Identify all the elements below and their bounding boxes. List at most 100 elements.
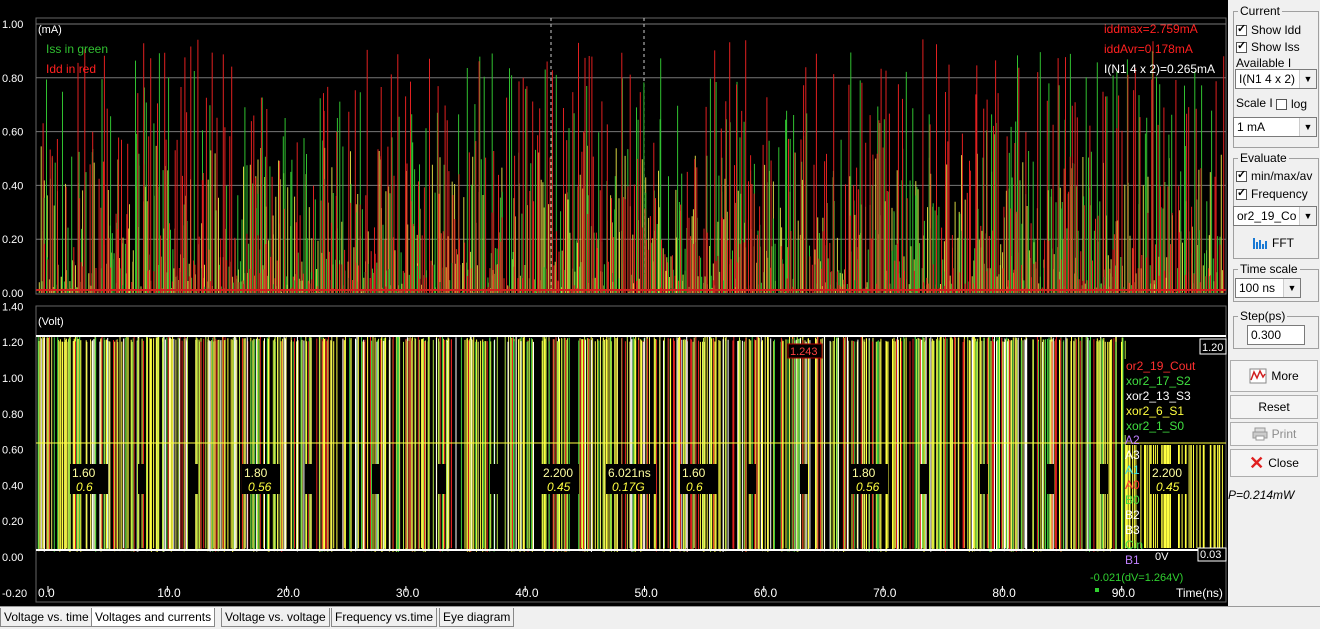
available-i-select[interactable]: I(N1 4 x 2) ▼: [1235, 69, 1317, 89]
current-y-tick: 0.80: [2, 73, 23, 85]
print-button[interactable]: Print: [1230, 422, 1318, 446]
checkbox-icon: [1236, 186, 1247, 200]
time-scale-select[interactable]: 100 ns ▼: [1235, 278, 1301, 298]
frequency-value: 0.56: [248, 480, 272, 494]
time-tick: 80.0: [992, 586, 1016, 600]
current-y-tick: 0.40: [2, 180, 23, 192]
scale-select[interactable]: 1 mA ▼: [1233, 117, 1317, 137]
minmax-label: min/max/av: [1251, 169, 1313, 183]
waveform-plot-area[interactable]: (mA) Iss in green Idd in red iddmax=2.75…: [0, 0, 1228, 606]
frequency-checkbox[interactable]: Frequency: [1236, 186, 1308, 201]
bar-chart-icon: [1253, 238, 1267, 249]
max-value-box: [1199, 338, 1227, 355]
frequency-period: 1.60: [682, 466, 706, 480]
time-tick: 40.0: [515, 586, 539, 600]
tab-voltages-and-currents[interactable]: Voltages and currents: [91, 608, 216, 627]
waveform-canvas[interactable]: (mA) Iss in green Idd in red iddmax=2.75…: [0, 0, 1228, 606]
current-y-tick: 0.60: [2, 127, 23, 139]
tab-voltage-vs-voltage[interactable]: Voltage vs. voltage: [221, 608, 330, 627]
frequency-labels: 1.600.61.800.562.2000.456.021ns0.17G1.60…: [70, 464, 1188, 494]
show-iss-label: Show Iss: [1251, 40, 1300, 54]
log-checkbox[interactable]: log: [1276, 97, 1307, 111]
current-y-tick: 0.20: [2, 234, 23, 246]
reset-button[interactable]: Reset: [1230, 395, 1318, 419]
voltage-y-tick: 1.40: [2, 301, 23, 313]
iss-legend: Iss in green: [46, 42, 108, 56]
bus-name: A3: [1125, 448, 1140, 462]
time-tick: 0.0: [38, 586, 55, 600]
minmax-checkbox[interactable]: min/max/av: [1236, 168, 1313, 183]
signal-name: xor2_17_S2: [1126, 374, 1191, 388]
time-unit-label: Time(ns): [1176, 586, 1223, 600]
close-label: Close: [1268, 456, 1299, 470]
bus-name: B3: [1125, 523, 1140, 537]
chevron-down-icon: ▼: [1299, 118, 1316, 136]
tab-eye-diagram[interactable]: Eye diagram: [439, 608, 515, 627]
signal-name: xor2_13_S3: [1126, 389, 1191, 403]
step-group-title: Step(ps): [1240, 309, 1286, 323]
current-frame: [35, 17, 1227, 295]
voltage-y-tick: 0.60: [2, 445, 23, 457]
frequency-label-bg: [541, 464, 579, 494]
scale-i-label: Scale I: [1236, 96, 1273, 110]
tab-voltage-vs-time[interactable]: Voltage vs. time: [0, 608, 93, 627]
zero-value-box: [1197, 547, 1227, 562]
close-icon: ✕: [1249, 453, 1265, 473]
frequency-value: 0.17G: [612, 480, 645, 494]
frequency-label: 1.800.56: [242, 464, 280, 494]
voltage-traces: [36, 335, 1226, 552]
time-tick: 70.0: [873, 586, 897, 600]
frequency-period: 1.80: [852, 466, 876, 480]
hidden-label-bg: [490, 464, 498, 494]
available-i-value: I(N1 4 x 2): [1239, 72, 1296, 86]
voltage-trace: [40, 336, 1102, 552]
frequency-label-bg: [606, 464, 656, 494]
frequency-label-bg: [680, 464, 718, 494]
voltage-unit-label: (Volt): [38, 316, 64, 328]
frequency-label-bg: [70, 464, 108, 494]
current-y-tick: 1.00: [2, 19, 23, 31]
fft-button[interactable]: FFT: [1248, 233, 1298, 253]
voltage-y-tick: 1.00: [2, 373, 23, 385]
show-iss-checkbox[interactable]: Show Iss: [1236, 39, 1300, 54]
time-tick: 90.0: [1112, 586, 1136, 600]
hidden-label-bg: [1100, 464, 1108, 494]
step-group: Step(ps): [1233, 309, 1319, 349]
time-tick: 10.0: [157, 586, 181, 600]
evaluate-group-title: Evaluate: [1240, 151, 1287, 165]
hidden-label-bg: [372, 464, 380, 494]
delta-readout: -0.021(dV=1.264V): [1090, 572, 1183, 584]
frequency-period: 1.80: [244, 466, 268, 480]
frequency-period: 2.200: [543, 466, 573, 480]
voltage-trace: [46, 336, 1115, 552]
time-tick: 50.0: [635, 586, 659, 600]
available-i-label: Available I: [1236, 56, 1292, 70]
signal-name: xor2_1_S0: [1126, 419, 1184, 433]
frequency-period: 6.021ns: [608, 466, 651, 480]
close-button[interactable]: ✕ Close: [1230, 449, 1318, 477]
chevron-down-icon: ▼: [1299, 70, 1316, 88]
frequency-period: 2.200: [1152, 466, 1182, 480]
show-idd-checkbox[interactable]: Show Idd: [1236, 22, 1302, 37]
show-idd-label: Show Idd: [1251, 23, 1302, 37]
log-label: log: [1291, 97, 1308, 111]
tab-bar: Voltage vs. time Voltages and currents V…: [0, 606, 1320, 629]
frequency-value: 0.56: [856, 480, 880, 494]
tab-frequency-vs-time[interactable]: Frequency vs.time: [331, 608, 438, 627]
eval-signal-value: or2_19_Co: [1237, 209, 1297, 223]
inode-readout: I(N1 4 x 2)=0.265mA: [1104, 62, 1215, 76]
more-button[interactable]: More: [1230, 360, 1318, 392]
bus-name: B2: [1125, 508, 1140, 522]
time-tick: 20.0: [277, 586, 301, 600]
voltage-y-tick: 1.20: [2, 337, 23, 349]
eval-signal-select[interactable]: or2_19_Co ▼: [1233, 206, 1317, 226]
frequency-value: 0.45: [547, 480, 571, 494]
voltage-grid: [35, 305, 1227, 603]
chevron-down-icon: ▼: [1299, 207, 1316, 225]
current-y-tick: 0.00: [2, 288, 23, 300]
step-input[interactable]: 0.300: [1247, 325, 1305, 345]
frequency-label-bg: [242, 464, 280, 494]
